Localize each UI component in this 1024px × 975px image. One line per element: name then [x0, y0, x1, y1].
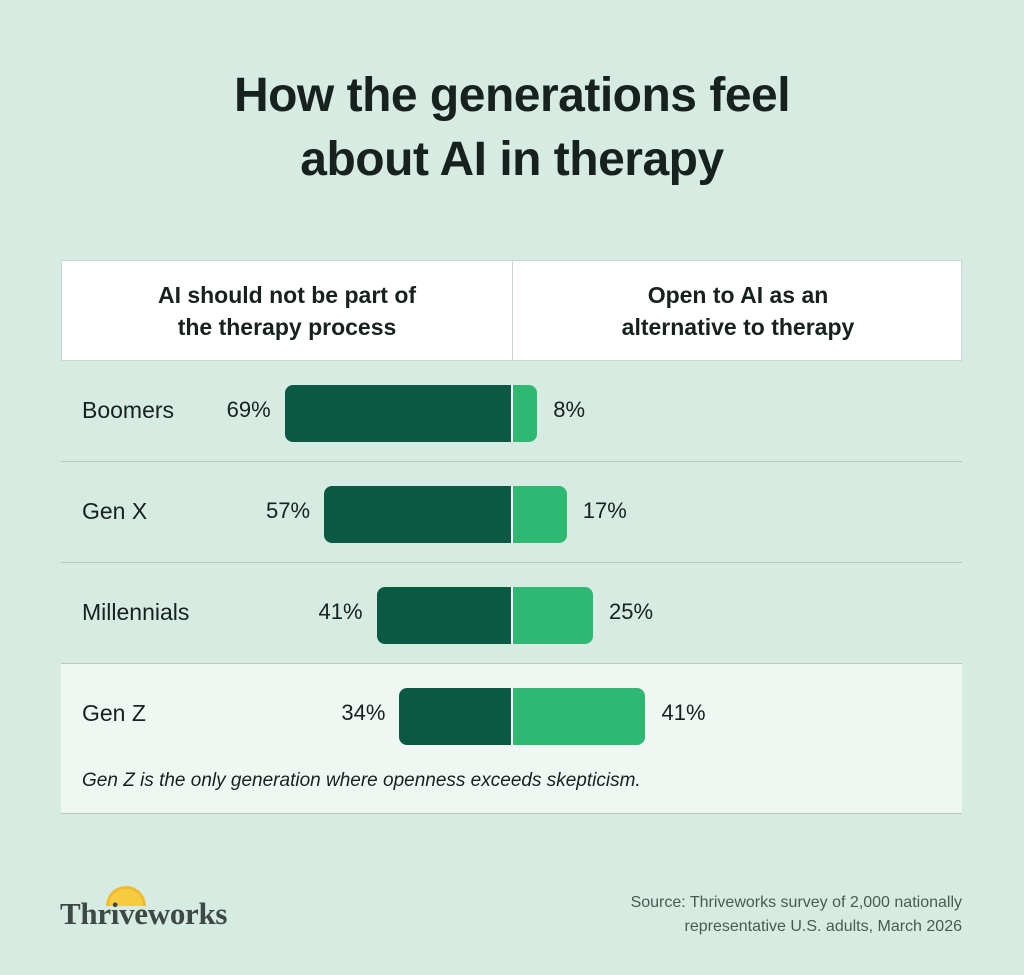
row-label: Gen X	[82, 498, 148, 524]
source-note: Source: Thriveworks survey of 2,000 nati…	[631, 891, 962, 939]
right-value-label: 17%	[582, 498, 627, 523]
header-left: AI should not be part of the therapy pro…	[62, 279, 512, 343]
center-divider	[511, 385, 513, 442]
header-right-line-2: alternative to therapy	[621, 314, 855, 340]
left-value-label: 69%	[226, 397, 271, 422]
bar-open	[511, 486, 567, 543]
bar-open	[511, 385, 538, 442]
bar-open	[511, 587, 593, 644]
header-divider	[512, 261, 513, 360]
left-value-label: 34%	[341, 700, 386, 725]
left-value-label: 41%	[318, 599, 363, 624]
thriveworks-logo: Thriveworks	[60, 886, 260, 936]
row-millennials: Millennials 41% 25%	[61, 563, 962, 664]
center-divider	[511, 587, 513, 644]
row-gen-x: Gen X 57% 17%	[61, 462, 962, 563]
chart-title: How the generations feel about AI in the…	[0, 64, 1024, 192]
highlight-note: Gen Z is the only generation where openn…	[82, 770, 641, 791]
right-value-label: 8%	[553, 397, 586, 422]
row-boomers: Boomers 69% 8%	[61, 361, 962, 462]
row-label: Boomers	[82, 397, 175, 423]
center-divider	[511, 486, 513, 543]
bar-not-part	[399, 688, 511, 745]
logo-text: Thriveworks	[60, 896, 228, 931]
header-right-line-1: Open to AI as an	[647, 282, 829, 308]
column-header: AI should not be part of the therapy pro…	[61, 260, 962, 361]
bar-not-part	[376, 587, 511, 644]
title-line-2: about AI in therapy	[300, 133, 724, 186]
header-right: Open to AI as an alternative to therapy	[513, 279, 963, 343]
source-line-2: representative U.S. adults, March 2026	[684, 918, 962, 935]
right-value-label: 25%	[609, 599, 654, 624]
bar-not-part	[284, 385, 511, 442]
title-line-1: How the generations feel	[233, 69, 791, 122]
center-divider	[511, 688, 513, 745]
header-left-line-2: the therapy process	[177, 314, 397, 340]
sun-icon	[106, 886, 146, 906]
chart-panel: AI should not be part of the therapy pro…	[61, 260, 962, 814]
header-left-line-1: AI should not be part of	[157, 282, 417, 308]
right-value-label: 41%	[661, 700, 706, 725]
row-label: Gen Z	[82, 700, 146, 726]
row-label: Millennials	[82, 599, 190, 625]
source-line-1: Source: Thriveworks survey of 2,000 nati…	[630, 894, 962, 911]
left-value-label: 57%	[265, 498, 311, 523]
row-gen-z: Gen Z 34% 41% Gen Z is the only generati…	[61, 664, 962, 814]
bar-open	[511, 688, 646, 745]
bar-not-part	[324, 486, 511, 543]
